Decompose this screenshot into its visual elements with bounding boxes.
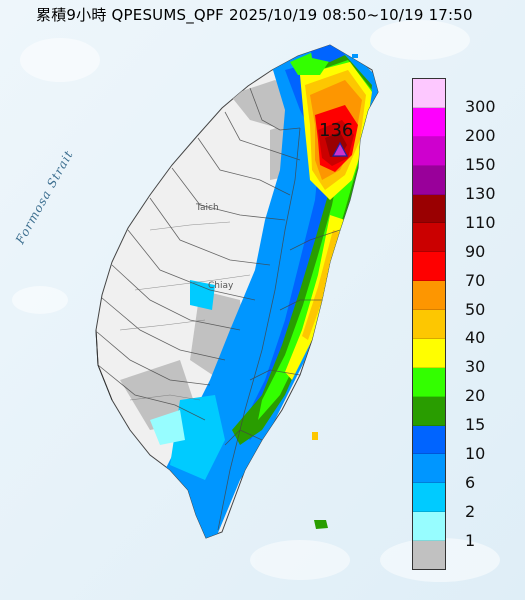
legend-label: 10 [465, 444, 486, 464]
legend-swatch [413, 338, 445, 368]
legend-label: 2 [465, 502, 476, 522]
legend-swatch [413, 79, 445, 108]
legend-swatch [413, 136, 445, 166]
coastline-west [95, 329, 113, 401]
map-title: 累積9小時 QPESUMS_QPF 2025/10/19 08:50~10/19… [36, 6, 473, 24]
legend-label: 300 [465, 96, 496, 116]
offshore-island-orchid-island [314, 520, 328, 529]
legend-swatch [413, 512, 445, 541]
legend-label: 1 [465, 531, 476, 551]
legend-label: 6 [465, 473, 476, 493]
legend-swatch [413, 310, 445, 339]
max-rainfall-value: 136 [319, 120, 354, 141]
max-triangle-icon [331, 141, 349, 157]
rain-area-2mm [190, 280, 215, 310]
legend-swatch [413, 165, 445, 195]
city-label-taichung: Taich [196, 203, 219, 213]
legend-swatch [413, 252, 445, 282]
legend-swatch [413, 396, 445, 426]
offshore-island-green-island [312, 432, 318, 440]
legend-label: 30 [465, 357, 486, 377]
legend-label: 200 [465, 125, 496, 145]
legend-swatch [413, 454, 445, 484]
legend-label: 15 [465, 415, 486, 435]
legend-swatch [413, 425, 445, 455]
city-label-chiayi: Chiay [208, 281, 234, 291]
legend-label: 40 [465, 328, 486, 348]
river-lines [119, 221, 251, 401]
rain-area-1mm [150, 410, 185, 445]
legend-swatch [413, 194, 445, 224]
legend-swatch [413, 107, 445, 137]
legend-label: 20 [465, 386, 486, 406]
legend-swatch [413, 541, 445, 569]
legend-swatch [413, 223, 445, 253]
legend-swatch [413, 483, 445, 513]
legend-label: 90 [465, 241, 486, 261]
legend-swatch [413, 281, 445, 310]
legend-label: 70 [465, 270, 486, 290]
legend-label: 50 [465, 299, 486, 319]
offshore-island-north [352, 54, 358, 58]
county-boundaries [96, 87, 341, 531]
legend-label: 130 [465, 183, 496, 203]
sea-texture [12, 20, 500, 582]
legend-swatch [413, 367, 445, 397]
rainfall-legend [412, 78, 446, 570]
rain-area-2mm [170, 395, 225, 480]
legend-label: 150 [465, 154, 496, 174]
legend-label: 110 [465, 212, 496, 232]
